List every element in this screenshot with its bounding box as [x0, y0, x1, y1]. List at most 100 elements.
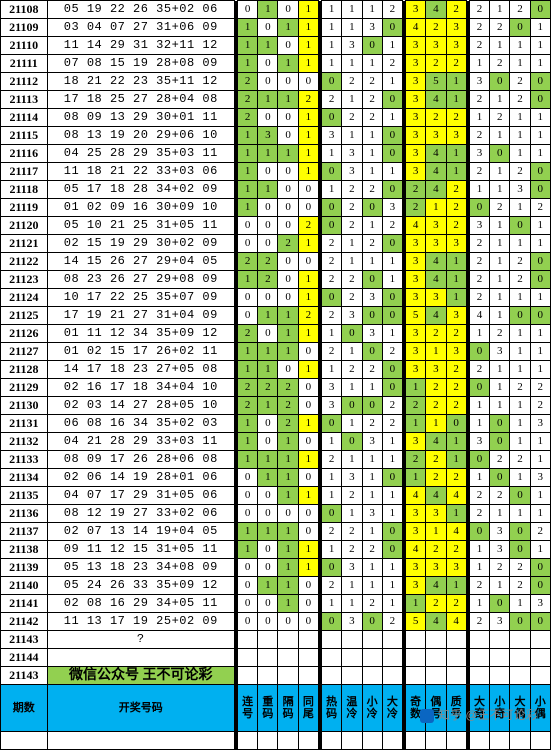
- stat-cell: 1: [530, 55, 550, 73]
- stat-cell: 1: [298, 451, 318, 469]
- table-row: 2111604 25 28 29 35+03 11111113103413011: [1, 145, 551, 163]
- stat-cell: 0: [298, 577, 318, 595]
- stat-cell: 1: [382, 559, 402, 577]
- stat-cell: 2: [446, 397, 466, 415]
- stat-cell: 4: [469, 307, 489, 325]
- numbers-cell: 08 09 13 29 30+01 11: [47, 109, 234, 127]
- stat-cell: 0: [530, 91, 550, 109]
- stat-cell: 1: [237, 127, 257, 145]
- stat-cell: 1: [446, 163, 466, 181]
- stat-cell: 1: [278, 55, 298, 73]
- stat-cell: 1: [237, 523, 257, 541]
- stat-cell: 0: [237, 487, 257, 505]
- stat-cell: 3: [426, 217, 446, 235]
- stat-cell: 2: [446, 1, 466, 19]
- stat-cell: 0: [382, 469, 402, 487]
- numbers-cell: 14 17 18 23 27+05 08: [47, 361, 234, 379]
- stat-cell: 0: [362, 37, 382, 55]
- table-row: 2112601 11 12 34 35+09 12201110313221211: [1, 325, 551, 343]
- stat-cell: 1: [298, 37, 318, 55]
- stat-cell: 1: [510, 505, 530, 523]
- stat-cell: 0: [530, 181, 550, 199]
- table-row: 2110903 04 07 27 31+06 09101111304232201: [1, 19, 551, 37]
- stat-cell: 2: [510, 253, 530, 271]
- stat-cell: 0: [278, 163, 298, 181]
- stat-cell: [258, 631, 278, 649]
- stat-cell: 1: [362, 163, 382, 181]
- header-stat: 小冷: [362, 685, 382, 732]
- table-row: 2113402 06 14 19 28+01 06011013101221013: [1, 469, 551, 487]
- numbers-cell: 08 12 19 27 33+02 06: [47, 505, 234, 523]
- period-cell: 21111: [1, 55, 48, 73]
- stat-cell: 0: [510, 523, 530, 541]
- period-cell: 21109: [1, 19, 48, 37]
- stat-cell: [406, 631, 426, 649]
- stat-cell: [342, 631, 362, 649]
- stat-cell: 1: [237, 415, 257, 433]
- stat-cell: 0: [298, 433, 318, 451]
- stat-cell: 4: [426, 91, 446, 109]
- stat-cell: 2: [469, 253, 489, 271]
- stat-cell: 2: [322, 307, 342, 325]
- header-numbers: 开奖号码: [47, 685, 234, 732]
- stat-cell: 2: [510, 1, 530, 19]
- stat-cell: 1: [382, 73, 402, 91]
- stat-cell: 3: [490, 541, 510, 559]
- stat-cell: 2: [322, 523, 342, 541]
- stat-cell: 1: [278, 541, 298, 559]
- stat-cell: 0: [510, 307, 530, 325]
- stat-cell: 2: [469, 505, 489, 523]
- stat-cell: 3: [406, 1, 426, 19]
- stat-cell: 3: [469, 145, 489, 163]
- stat-cell: 1: [342, 379, 362, 397]
- header-stat: 连号: [237, 685, 257, 732]
- stat-cell: 1: [510, 55, 530, 73]
- table-row: 2111711 18 21 22 33+03 06100103113412120: [1, 163, 551, 181]
- stat-cell: 3: [426, 289, 446, 307]
- stat-cell: 4: [426, 181, 446, 199]
- table-row: 2113106 08 16 34 35+02 03102101221101013: [1, 415, 551, 433]
- stat-cell: 0: [322, 613, 342, 631]
- stat-cell: 0: [490, 469, 510, 487]
- stat-cell: 3: [406, 505, 426, 523]
- table-row: 2112102 15 19 29 30+02 09002121203332111: [1, 235, 551, 253]
- stat-cell: [469, 649, 489, 667]
- stat-cell: 3: [406, 289, 426, 307]
- period-cell: 21127: [1, 343, 48, 361]
- stat-cell: 3: [362, 289, 382, 307]
- stat-cell: 1: [530, 289, 550, 307]
- stat-cell: 2: [278, 415, 298, 433]
- stat-cell: 1: [322, 595, 342, 613]
- header-period: 期数: [1, 685, 48, 732]
- stat-cell: 1: [298, 325, 318, 343]
- stat-cell: 1: [342, 253, 362, 271]
- stat-cell: 2: [237, 73, 257, 91]
- stat-cell: 4: [426, 613, 446, 631]
- stat-cell: 3: [342, 145, 362, 163]
- stat-cell: 0: [530, 271, 550, 289]
- stat-cell: 2: [322, 253, 342, 271]
- stat-cell: 3: [530, 469, 550, 487]
- period-cell: 21143: [1, 667, 48, 685]
- stat-cell: 1: [322, 469, 342, 487]
- numbers-cell: 04 25 28 29 35+03 11: [47, 145, 234, 163]
- numbers-cell: 06 08 16 34 35+02 03: [47, 415, 234, 433]
- table-row: 2112005 10 21 25 31+05 11000202124323101: [1, 217, 551, 235]
- stat-cell: 2: [382, 217, 402, 235]
- stat-cell: 0: [237, 559, 257, 577]
- numbers-cell: 08 23 26 27 29+08 09: [47, 271, 234, 289]
- stat-cell: 1: [530, 487, 550, 505]
- stat-cell: 1: [469, 181, 489, 199]
- stat-cell: 0: [298, 199, 318, 217]
- stat-cell: 0: [382, 307, 402, 325]
- stat-cell: 1: [469, 595, 489, 613]
- stat-cell: 1: [490, 361, 510, 379]
- stat-cell: 2: [530, 199, 550, 217]
- stat-cell: [237, 667, 257, 685]
- numbers-cell: 17 18 25 27 28+04 08: [47, 91, 234, 109]
- stat-cell: 2: [469, 613, 489, 631]
- stat-cell: 1: [258, 361, 278, 379]
- stat-cell: 0: [362, 613, 382, 631]
- stat-cell: 1: [258, 469, 278, 487]
- stat-cell: 0: [469, 523, 489, 541]
